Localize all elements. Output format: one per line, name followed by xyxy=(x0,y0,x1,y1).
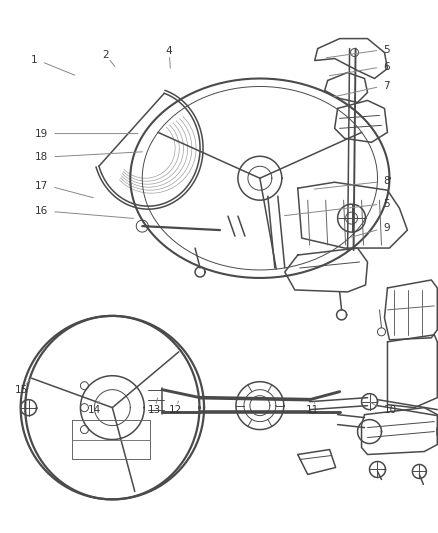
Text: 15: 15 xyxy=(15,385,28,395)
Text: 4: 4 xyxy=(166,46,172,55)
Text: 5: 5 xyxy=(383,45,389,54)
Text: 13: 13 xyxy=(148,405,161,415)
Text: 14: 14 xyxy=(88,405,101,415)
Text: 10: 10 xyxy=(383,405,396,415)
Text: 6: 6 xyxy=(383,62,389,71)
Text: 19: 19 xyxy=(35,128,48,139)
Text: 9: 9 xyxy=(383,223,389,233)
Text: 2: 2 xyxy=(102,50,109,60)
Text: 1: 1 xyxy=(31,55,38,65)
Text: 17: 17 xyxy=(35,181,48,191)
Text: 18: 18 xyxy=(35,152,48,162)
Text: 16: 16 xyxy=(35,206,48,216)
Text: 12: 12 xyxy=(169,405,182,415)
Text: 7: 7 xyxy=(383,81,389,91)
Text: 8: 8 xyxy=(383,176,389,187)
Text: 5: 5 xyxy=(383,199,389,209)
Text: 11: 11 xyxy=(305,405,318,415)
